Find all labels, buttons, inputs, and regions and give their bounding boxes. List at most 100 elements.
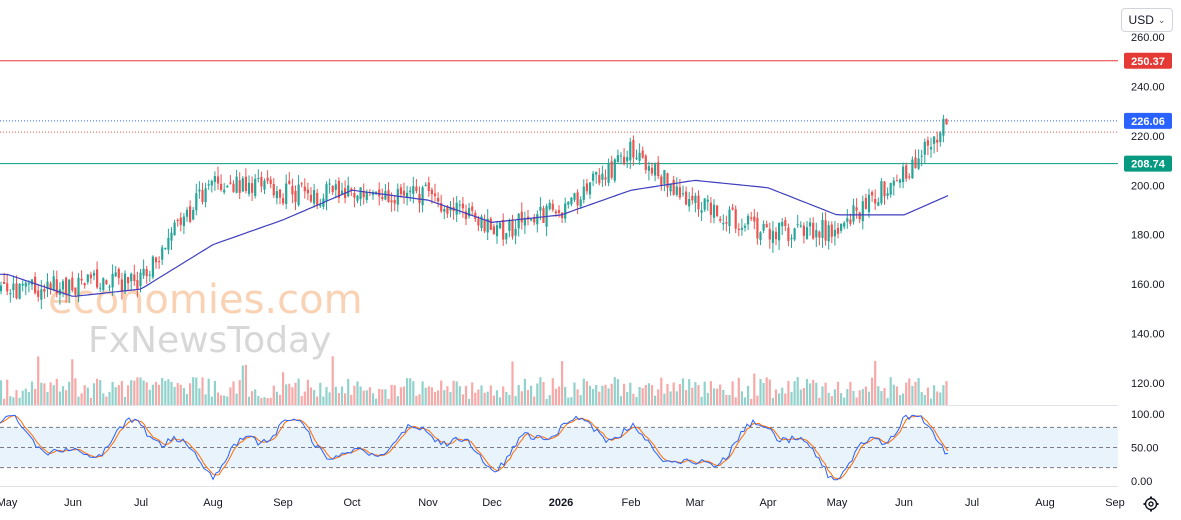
time-tick-label: Mar xyxy=(686,497,705,509)
candle-body xyxy=(750,217,753,219)
candle-body xyxy=(523,218,526,226)
candle-body xyxy=(610,161,613,178)
candle-body xyxy=(836,227,840,234)
candle-body xyxy=(136,280,139,289)
candle-body xyxy=(734,209,737,229)
volume-bar xyxy=(898,395,902,405)
volume-bar xyxy=(331,356,334,405)
volume-bar xyxy=(390,384,393,405)
volume-bar xyxy=(176,382,179,405)
candle-body xyxy=(120,279,123,292)
candle-body xyxy=(331,185,334,193)
candle-body xyxy=(688,199,691,207)
volume-bar xyxy=(520,391,523,405)
volume-bar xyxy=(843,397,846,405)
volume-bar xyxy=(430,387,433,405)
volume-bar xyxy=(638,386,641,405)
volume-bar xyxy=(464,385,468,405)
candle-body xyxy=(340,190,344,195)
candle-body xyxy=(409,190,412,193)
candle-body xyxy=(753,216,756,222)
candle-body xyxy=(833,229,836,237)
chevron-down-icon: ⌄ xyxy=(1157,14,1166,25)
candle-body xyxy=(18,283,21,299)
volume-bar xyxy=(920,392,923,405)
candle-body xyxy=(71,277,74,291)
candle-body xyxy=(306,189,309,194)
volume-bar xyxy=(567,397,570,405)
candle-body xyxy=(703,198,706,210)
volume-bar xyxy=(399,387,402,405)
candle-body xyxy=(86,274,89,283)
volume-bar xyxy=(455,381,458,405)
candle-body xyxy=(176,220,179,222)
candle-body xyxy=(660,176,663,186)
volume-bar xyxy=(384,389,387,405)
volume-bar xyxy=(883,388,886,405)
volume-bar xyxy=(892,384,895,405)
volume-bar xyxy=(483,392,486,405)
candle-body xyxy=(263,180,266,190)
candle-body xyxy=(449,207,452,211)
candle-body xyxy=(471,206,474,211)
price-tick-label: 260.00 xyxy=(1131,32,1165,44)
price-tick-label: 240.00 xyxy=(1131,81,1165,93)
candle-body xyxy=(585,183,588,192)
volume-bar xyxy=(3,398,6,405)
candle-body xyxy=(871,192,874,196)
volume-bar xyxy=(747,385,750,405)
candle-body xyxy=(675,186,678,195)
stochastic-axis-ticks: 100.00 50.00 0.00 xyxy=(1131,409,1165,488)
candle-body xyxy=(182,216,185,227)
volume-bar xyxy=(154,381,158,405)
time-tick-label: Oct xyxy=(343,497,360,509)
volume-bar xyxy=(489,385,492,405)
time-tick-label: Nov xyxy=(418,497,438,509)
candle-body xyxy=(567,201,570,205)
candle-body xyxy=(902,166,905,183)
candle-body xyxy=(564,203,567,219)
volume-bar xyxy=(340,386,344,405)
candle-body xyxy=(446,205,449,214)
volume-bar xyxy=(582,378,585,405)
volume-bar xyxy=(678,384,681,405)
volume-bars xyxy=(0,356,948,405)
candle-body xyxy=(936,139,939,143)
volume-bar xyxy=(871,377,874,405)
settings-button[interactable] xyxy=(1141,494,1161,514)
volume-bar xyxy=(83,385,86,405)
currency-selector[interactable]: USD ⌄ xyxy=(1121,8,1173,32)
volume-bar xyxy=(579,395,582,405)
candle-body xyxy=(337,180,340,198)
volume-bar xyxy=(610,383,613,405)
volume-bar xyxy=(852,390,855,405)
price-badge-support xyxy=(1124,155,1172,172)
candle-body xyxy=(412,186,415,194)
candle-body xyxy=(384,191,387,200)
candle-body xyxy=(30,279,34,285)
candle-body xyxy=(195,193,198,211)
volume-bar xyxy=(334,386,337,405)
volume-bar xyxy=(827,392,830,405)
volume-bar xyxy=(313,390,316,405)
candle-body xyxy=(771,230,774,244)
candle-body xyxy=(740,227,743,230)
candle-body xyxy=(229,182,232,184)
volume-bar xyxy=(505,391,508,405)
volume-bar xyxy=(192,377,195,405)
volume-bar xyxy=(182,388,185,405)
volume-bar xyxy=(24,388,27,405)
candle-body xyxy=(508,220,511,231)
candle-body xyxy=(895,180,898,182)
candle-body xyxy=(21,283,24,286)
candle-body xyxy=(898,179,902,183)
volume-bar xyxy=(495,390,499,405)
volume-bar xyxy=(647,383,650,405)
volume-bar xyxy=(12,397,15,405)
candle-body xyxy=(517,213,520,229)
volume-bar xyxy=(933,385,936,405)
volume-bar xyxy=(40,382,43,405)
candle-body xyxy=(154,257,158,263)
volume-bar xyxy=(824,382,827,405)
